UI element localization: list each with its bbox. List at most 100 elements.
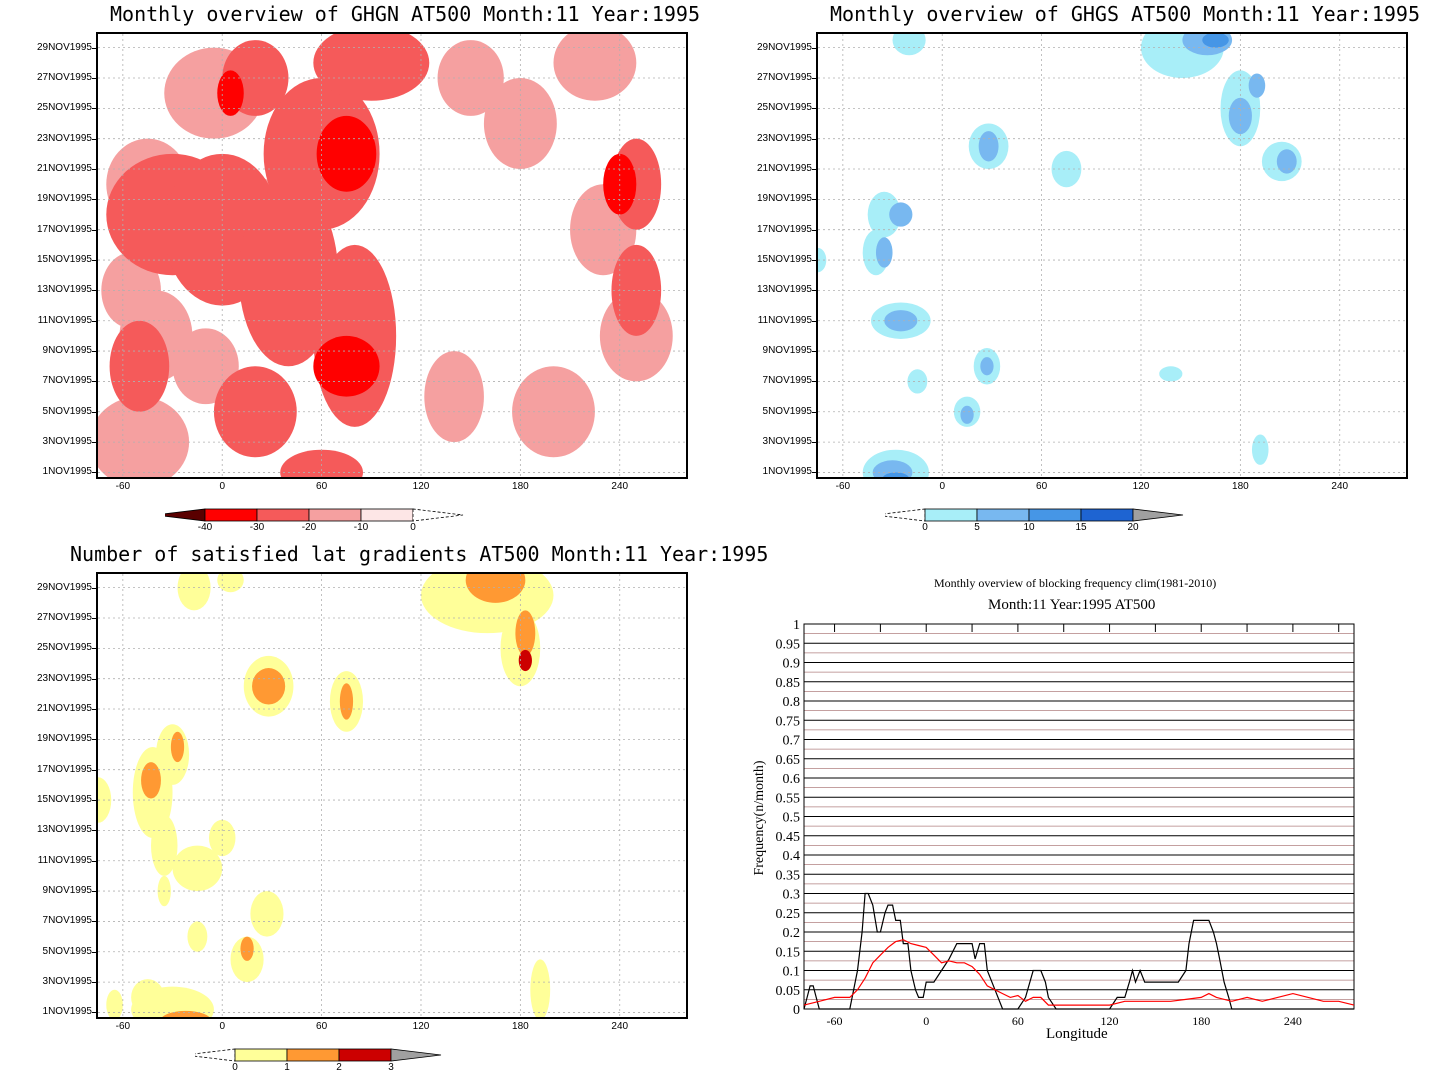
colorbar-label: 5 bbox=[974, 522, 980, 533]
colorbar-segment bbox=[234, 1048, 288, 1062]
contour-blob bbox=[518, 649, 532, 672]
y-tick-label: 23NOV1995 bbox=[756, 132, 812, 144]
y-tick-label: 1NOV1995 bbox=[42, 1006, 92, 1018]
y-tick-mark bbox=[812, 47, 816, 49]
contour-blob bbox=[172, 845, 223, 892]
colorbar-svg bbox=[885, 508, 1184, 522]
y-tick-mark bbox=[812, 320, 816, 322]
contour-blob bbox=[483, 77, 557, 170]
x-tick-label: 0 bbox=[219, 1021, 225, 1032]
colorbar-segment bbox=[286, 1048, 340, 1062]
y-tick-mark bbox=[92, 108, 96, 110]
blocking-line-chart: 0 0.05 0.1 0.15 0.2 0.25 0.3 0.35 0.4 0.45 0.5 0.55… bbox=[776, 618, 1355, 1028]
y-tick-label: 9NOV1995 bbox=[42, 885, 92, 897]
gridlines bbox=[818, 34, 1406, 477]
y-tick-label: 7NOV1995 bbox=[42, 375, 92, 387]
contour-blob bbox=[250, 891, 284, 937]
contour-blob bbox=[313, 335, 380, 397]
y-tick-mark bbox=[812, 472, 816, 474]
y-tick-label: 19NOV1995 bbox=[36, 733, 92, 745]
y-tick-label: 1NOV1995 bbox=[762, 466, 812, 478]
x-tick-label: 240 bbox=[1331, 481, 1349, 492]
contour-blob bbox=[208, 819, 236, 857]
y-tick-label: 27NOV1995 bbox=[36, 611, 92, 623]
y-tick-mark bbox=[812, 77, 816, 79]
contour-blob bbox=[131, 979, 165, 1016]
y-tick-mark bbox=[92, 709, 96, 711]
contour-blob bbox=[889, 202, 913, 227]
contour-blob bbox=[316, 115, 377, 192]
contour-blob bbox=[875, 237, 893, 268]
blocking-subtitle: Month:11 Year:1995 AT500 bbox=[988, 597, 1156, 613]
y-tick-label: 15NOV1995 bbox=[36, 794, 92, 806]
contour-blob bbox=[1276, 149, 1297, 174]
y-tick-mark bbox=[92, 830, 96, 832]
y-tick-label: 15NOV1995 bbox=[36, 254, 92, 266]
y-tick-mark bbox=[92, 617, 96, 619]
colorbar-label: 3 bbox=[388, 1062, 394, 1073]
contour-blob bbox=[313, 34, 430, 101]
ghgs-plot-area bbox=[816, 32, 1408, 479]
y-tick-label: 3NOV1995 bbox=[762, 436, 812, 448]
y-tick-mark bbox=[812, 169, 816, 171]
colorbar-segment bbox=[976, 508, 1030, 522]
contour-blob bbox=[240, 936, 254, 961]
colorbar-segment bbox=[204, 508, 258, 522]
contour-level-15 bbox=[883, 34, 1229, 477]
colorbar-left-arrow bbox=[885, 508, 926, 522]
colorbar-segment bbox=[1080, 508, 1134, 522]
y-tick-label: 11NOV1995 bbox=[37, 314, 92, 326]
blocking-title: Monthly overview of blocking frequency c… bbox=[934, 576, 1217, 590]
y-tick-label: 19NOV1995 bbox=[36, 193, 92, 205]
y-tick-label: 21NOV1995 bbox=[36, 703, 92, 715]
x-tick-label: 120 bbox=[412, 481, 430, 492]
y-tick-label: 0.95 bbox=[776, 637, 801, 652]
y-tick-label: 13NOV1995 bbox=[756, 284, 812, 296]
y-tick-mark bbox=[92, 320, 96, 322]
y-tick-label: 25NOV1995 bbox=[756, 102, 812, 114]
y-tick-mark bbox=[812, 290, 816, 292]
y-tick-label: 0.65 bbox=[776, 753, 801, 768]
x-tick-label: 180 bbox=[512, 1021, 529, 1032]
y-tick-label: 0 bbox=[793, 1003, 800, 1018]
x-tick-label: 240 bbox=[611, 1021, 629, 1032]
y-tick-mark bbox=[92, 199, 96, 201]
y-tick-label: 0.3 bbox=[783, 888, 801, 903]
y-tick-label: 13NOV1995 bbox=[36, 824, 92, 836]
contour-blob bbox=[1248, 73, 1266, 98]
x-tick-label: -60 bbox=[115, 1021, 131, 1032]
y-tick-mark bbox=[812, 351, 816, 353]
y-tick-label: 5NOV1995 bbox=[42, 945, 92, 957]
y-tick-label: 21NOV1995 bbox=[756, 163, 812, 175]
y-tick-label: 0.9 bbox=[783, 657, 801, 672]
y-tick-label: 0.7 bbox=[783, 734, 801, 749]
x-tick-label: 0 bbox=[219, 481, 225, 492]
colorbar-right-arrow bbox=[412, 508, 464, 522]
y-tick-mark bbox=[92, 951, 96, 953]
x-tick-label: 60 bbox=[316, 481, 328, 492]
contour-blob bbox=[339, 683, 354, 720]
contour-blob bbox=[101, 252, 161, 329]
y-tick-mark bbox=[92, 769, 96, 771]
colorbar-label: -30 bbox=[249, 522, 265, 533]
y-tick-mark bbox=[92, 290, 96, 292]
contour-blob bbox=[217, 574, 244, 593]
y-tick-label: 1 bbox=[793, 618, 800, 633]
y-tick-label: 25NOV1995 bbox=[36, 102, 92, 114]
contour-blob bbox=[980, 357, 994, 376]
y-tick-mark bbox=[92, 891, 96, 893]
contour-blob bbox=[424, 351, 484, 443]
y-tick-mark bbox=[92, 169, 96, 171]
y-tick-label: 5NOV1995 bbox=[42, 405, 92, 417]
y-tick-label: 0.5 bbox=[783, 811, 801, 826]
heatmap-svg bbox=[98, 34, 686, 477]
colorbar-left-arrow bbox=[195, 1048, 236, 1062]
colorbar-label: 10 bbox=[1023, 522, 1035, 533]
y-tick-label: 0.2 bbox=[783, 926, 801, 941]
y-tick-label: 13NOV1995 bbox=[36, 284, 92, 296]
x-tick-label: 120 bbox=[1101, 1014, 1119, 1028]
blocking-ylabel: Frequency(n/month) bbox=[752, 760, 767, 876]
y-tick-label: 29NOV1995 bbox=[36, 581, 92, 593]
y-tick-mark bbox=[92, 800, 96, 802]
y-tick-mark bbox=[92, 351, 96, 353]
